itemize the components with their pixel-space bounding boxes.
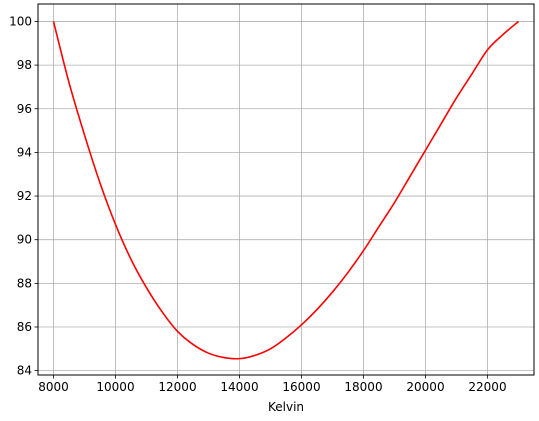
series-layer: [52, 20, 520, 360]
y-tick-label: 92: [17, 189, 32, 203]
y-tick-label: 88: [17, 276, 32, 290]
x-tick-label: 20000: [406, 380, 444, 394]
y-tick-label: 84: [17, 364, 32, 378]
x-tick-label: 10000: [96, 380, 134, 394]
x-axis-label: Kelvin: [268, 400, 304, 414]
x-tick-label: 16000: [282, 380, 320, 394]
x-tick-label: 18000: [344, 380, 382, 394]
grid-lines: [38, 4, 534, 375]
x-tick-label: 14000: [220, 380, 258, 394]
y-tick-label: 100: [9, 14, 32, 28]
x-tick-label: 8000: [38, 380, 69, 394]
y-tick-label: 94: [17, 145, 32, 159]
y-tick-label: 96: [17, 102, 32, 116]
series-line: [52, 20, 520, 360]
axis-ticks: 8000 10000 12000 14000 16000 18000 20000 22000 8…: [9, 14, 507, 394]
x-tick-label: 22000: [468, 380, 506, 394]
y-tick-label: 86: [17, 320, 32, 334]
plot-frame: [37, 3, 535, 376]
y-tick-label: 98: [17, 58, 32, 72]
x-tick-label: 12000: [158, 380, 196, 394]
y-tick-label: 90: [17, 233, 32, 247]
